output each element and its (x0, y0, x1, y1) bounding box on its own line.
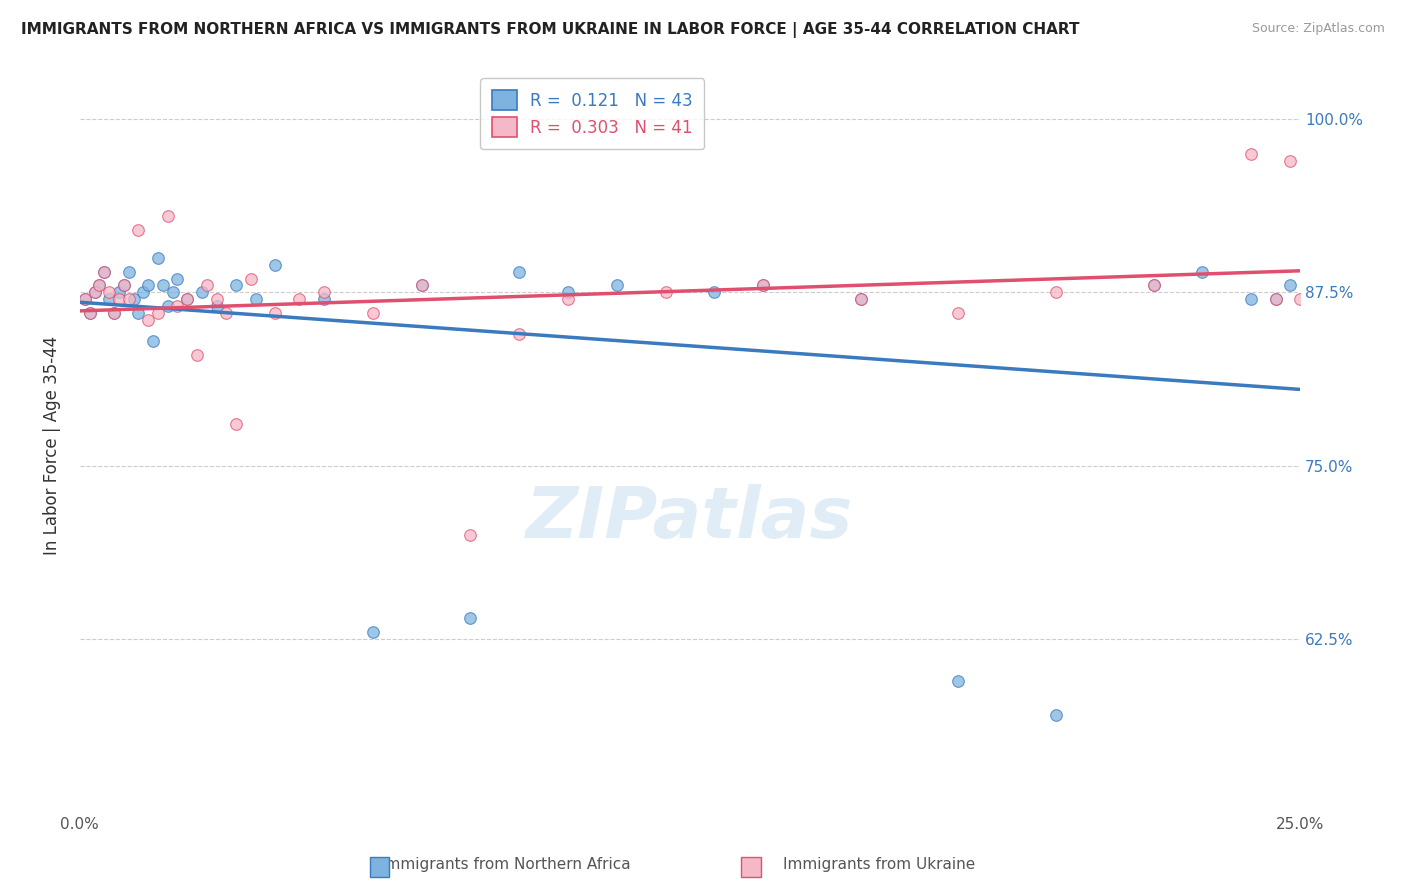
Point (156, 299, 179, 313)
Point (176, 293, 198, 307)
Point (1264, 293, 1286, 307)
Point (225, 417, 247, 432)
Point (361, 306, 384, 320)
Point (703, 285, 725, 300)
Point (112, 278, 135, 293)
Point (186, 348, 208, 362)
Point (239, 271, 262, 285)
Text: Immigrants from Ukraine: Immigrants from Ukraine (783, 857, 974, 872)
Point (1045, 708, 1067, 723)
Point (118, 265, 141, 279)
Point (264, 258, 287, 272)
Point (156, 209, 179, 223)
Point (93, 265, 115, 279)
Text: Source: ZipAtlas.com: Source: ZipAtlas.com (1251, 22, 1385, 36)
Point (752, 278, 775, 293)
Point (83, 285, 105, 300)
Point (1279, 153, 1302, 168)
Point (312, 293, 335, 307)
Point (83, 285, 105, 300)
Point (215, 306, 238, 320)
Point (654, 285, 676, 300)
Text: IMMIGRANTS FROM NORTHERN AFRICA VS IMMIGRANTS FROM UKRAINE IN LABOR FORCE | AGE : IMMIGRANTS FROM NORTHERN AFRICA VS IMMIG… (21, 22, 1080, 38)
Point (98, 293, 121, 307)
Point (557, 293, 579, 307)
Point (948, 306, 970, 320)
Point (195, 278, 218, 293)
Point (166, 271, 188, 285)
Point (166, 299, 188, 313)
Point (127, 223, 149, 237)
Text: ZIPatlas: ZIPatlas (526, 484, 853, 553)
Point (606, 278, 628, 293)
Point (79, 306, 101, 320)
Point (1240, 146, 1263, 161)
Point (176, 293, 198, 307)
Point (93, 265, 115, 279)
Point (1142, 278, 1164, 293)
Point (264, 306, 287, 320)
Y-axis label: In Labor Force | Age 35-44: In Labor Force | Age 35-44 (44, 335, 60, 555)
Point (1240, 293, 1263, 307)
Point (103, 306, 125, 320)
Point (1289, 293, 1312, 307)
Point (1191, 265, 1213, 279)
Point (1142, 278, 1164, 293)
Point (162, 285, 184, 300)
Point (948, 673, 970, 688)
Point (849, 293, 872, 307)
Point (146, 251, 169, 265)
Point (752, 278, 775, 293)
Point (508, 326, 530, 341)
Point (73, 293, 96, 307)
Point (108, 293, 131, 307)
Point (557, 285, 579, 300)
Point (1279, 278, 1302, 293)
Point (411, 278, 433, 293)
Point (112, 278, 135, 293)
Point (118, 293, 141, 307)
Point (108, 285, 131, 300)
Point (89, 278, 111, 293)
Point (136, 278, 159, 293)
Point (122, 293, 145, 307)
Point (136, 313, 159, 327)
Point (411, 278, 433, 293)
Point (205, 299, 228, 313)
Point (79, 306, 101, 320)
Point (849, 293, 872, 307)
Point (98, 285, 121, 300)
Point (225, 278, 247, 293)
Point (460, 528, 482, 542)
Point (460, 611, 482, 625)
Point (1299, 293, 1322, 307)
Point (288, 293, 311, 307)
Point (152, 278, 174, 293)
Legend: R =  0.121   N = 43, R =  0.303   N = 41: R = 0.121 N = 43, R = 0.303 N = 41 (481, 78, 704, 149)
Point (245, 293, 267, 307)
Point (1045, 285, 1067, 300)
Point (1264, 293, 1286, 307)
Text: Immigrants from Northern Africa: Immigrants from Northern Africa (381, 857, 631, 872)
Point (73, 293, 96, 307)
Point (361, 625, 384, 640)
Point (191, 285, 214, 300)
Point (103, 306, 125, 320)
Point (146, 306, 169, 320)
Point (132, 285, 155, 300)
Point (312, 285, 335, 300)
Point (508, 265, 530, 279)
Point (205, 293, 228, 307)
Point (89, 278, 111, 293)
Point (127, 306, 149, 320)
Point (142, 334, 165, 348)
